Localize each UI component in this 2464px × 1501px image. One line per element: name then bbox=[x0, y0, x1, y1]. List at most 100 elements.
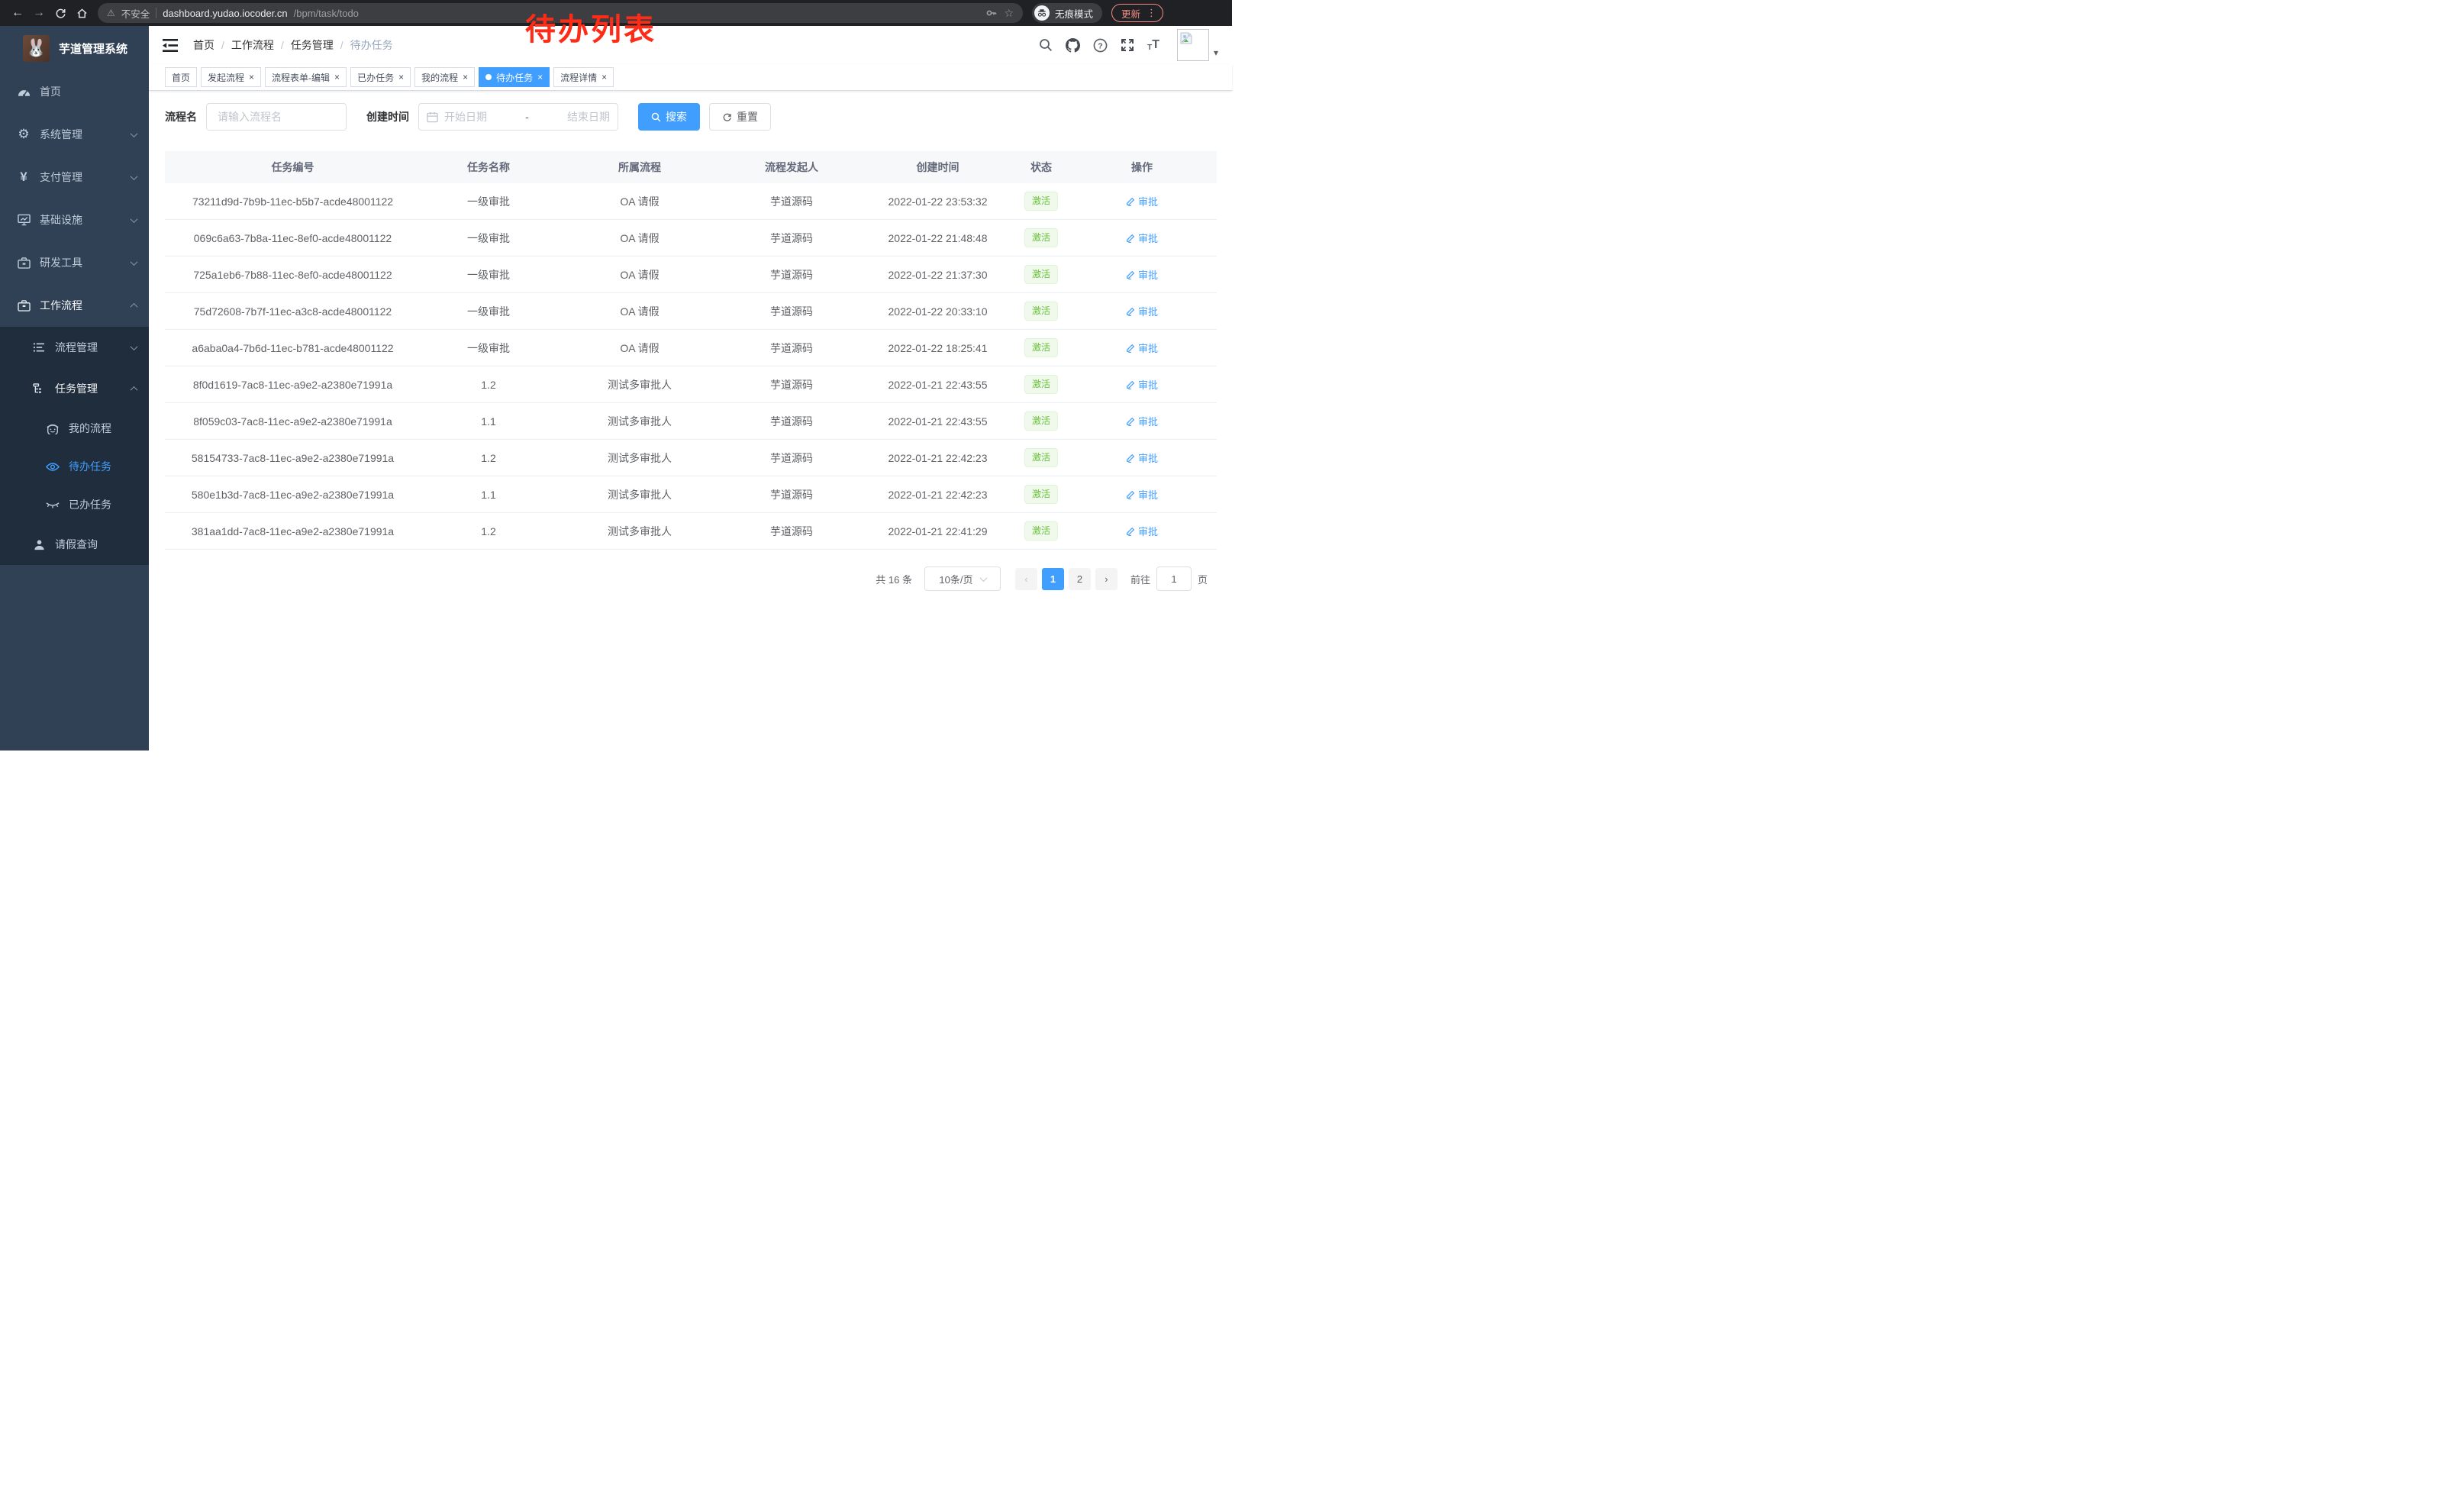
app-logo-row[interactable]: 🐰 芋道管理系统 bbox=[0, 26, 149, 70]
cell-task-id: a6aba0a4-7b6d-11ec-b781-acde48001122 bbox=[192, 341, 394, 354]
approve-button[interactable]: 审批 bbox=[1126, 304, 1158, 318]
tab-my-process[interactable]: 我的流程 × bbox=[414, 67, 476, 87]
fullscreen-icon[interactable] bbox=[1121, 38, 1134, 52]
breadcrumb-task-management[interactable]: 任务管理 bbox=[290, 39, 334, 51]
avatar-dropdown-caret-icon[interactable]: ▾ bbox=[1213, 47, 1218, 58]
sidebar-item-process-management[interactable]: 流程管理 bbox=[0, 327, 149, 368]
approve-button[interactable]: 审批 bbox=[1126, 487, 1158, 502]
sidebar-item-todo-tasks[interactable]: 待办任务 bbox=[0, 447, 149, 486]
cell-create-time: 2022-01-22 20:33:10 bbox=[888, 305, 988, 318]
sidebar-item-task-management[interactable]: 任务管理 bbox=[0, 368, 149, 409]
reset-button[interactable]: 重置 bbox=[709, 103, 771, 131]
cell-task-name: 1.1 bbox=[481, 488, 496, 501]
tab-done-tasks[interactable]: 已办任务 × bbox=[350, 67, 411, 87]
sidebar-collapse-icon[interactable] bbox=[163, 37, 179, 53]
close-icon[interactable]: × bbox=[601, 72, 608, 82]
status-badge: 激活 bbox=[1024, 521, 1058, 541]
process-name-input[interactable]: 请输入流程名 bbox=[206, 103, 347, 131]
cell-task-id: 75d72608-7b7f-11ec-a3c8-acde48001122 bbox=[193, 305, 392, 318]
sidebar: 🐰 芋道管理系统 首页 ⚙ 系统管理 ¥ 支付管理 bbox=[0, 26, 149, 750]
cell-initiator: 芋道源码 bbox=[770, 305, 813, 318]
close-icon[interactable]: × bbox=[334, 72, 340, 82]
sidebar-item-my-process[interactable]: 我的流程 bbox=[0, 409, 149, 447]
cell-process: OA 请假 bbox=[620, 305, 660, 318]
range-separator: - bbox=[525, 111, 529, 123]
sidebar-item-workflow[interactable]: 工作流程 bbox=[0, 284, 149, 327]
sidebar-item-home[interactable]: 首页 bbox=[0, 70, 149, 113]
tab-start-process[interactable]: 发起流程 × bbox=[201, 67, 262, 87]
eye-closed-icon bbox=[44, 501, 61, 509]
search-button-label: 搜索 bbox=[666, 111, 687, 123]
search-button[interactable]: 搜索 bbox=[638, 103, 700, 131]
breadcrumb-workflow[interactable]: 工作流程 bbox=[231, 39, 274, 51]
browser-menu-icon[interactable]: ⋮ bbox=[1147, 7, 1157, 18]
create-time-range-picker[interactable]: 开始日期 - 结束日期 bbox=[418, 103, 618, 131]
close-icon[interactable]: × bbox=[249, 72, 255, 82]
sidebar-item-leave-query[interactable]: 请假查询 bbox=[0, 524, 149, 565]
page-size-select[interactable]: 10条/页 bbox=[924, 567, 1001, 591]
status-badge: 激活 bbox=[1024, 192, 1058, 211]
bookmark-star-icon[interactable]: ☆ bbox=[1004, 6, 1014, 19]
tab-todo-tasks[interactable]: 待办任务 × bbox=[479, 67, 550, 87]
sidebar-item-done-tasks[interactable]: 已办任务 bbox=[0, 486, 149, 524]
tab-process-detail[interactable]: 流程详情 × bbox=[553, 67, 614, 87]
help-icon[interactable]: ? bbox=[1093, 38, 1108, 53]
close-icon[interactable]: × bbox=[463, 72, 469, 82]
page-2-button[interactable]: 2 bbox=[1068, 567, 1091, 590]
approve-button[interactable]: 审批 bbox=[1126, 341, 1158, 355]
active-tab-dot bbox=[485, 74, 492, 80]
sidebar-item-label: 待办任务 bbox=[69, 460, 111, 473]
sidebar-item-infrastructure[interactable]: 基础设施 bbox=[0, 199, 149, 241]
approve-button[interactable]: 审批 bbox=[1126, 194, 1158, 208]
pagination: 共 16 条 10条/页 ‹ 1 2 › 前往 1 页 bbox=[165, 567, 1217, 591]
approve-button[interactable]: 审批 bbox=[1126, 377, 1158, 392]
approve-button[interactable]: 审批 bbox=[1126, 267, 1158, 282]
browser-forward-icon[interactable]: → bbox=[33, 6, 45, 19]
browser-back-icon[interactable]: ← bbox=[11, 6, 24, 19]
cell-process: 测试多审批人 bbox=[608, 488, 672, 501]
cell-create-time: 2022-01-22 18:25:41 bbox=[888, 341, 988, 354]
breadcrumb-current: 待办任务 bbox=[350, 39, 393, 51]
close-icon[interactable]: × bbox=[537, 72, 543, 82]
next-page-button[interactable]: › bbox=[1095, 567, 1118, 590]
table-row: 381aa1dd-7ac8-11ec-a9e2-a2380e71991a 1.2… bbox=[165, 513, 1217, 550]
col-task-name: 任务名称 bbox=[467, 161, 510, 173]
sidebar-item-payment[interactable]: ¥ 支付管理 bbox=[0, 156, 149, 199]
sidebar-item-system[interactable]: ⚙ 系统管理 bbox=[0, 113, 149, 156]
browser-home-icon[interactable] bbox=[72, 3, 92, 23]
cell-task-name: 一级审批 bbox=[467, 195, 510, 208]
table-row: 580e1b3d-7ac8-11ec-a9e2-a2380e71991a 1.1… bbox=[165, 476, 1217, 513]
search-icon[interactable] bbox=[1039, 38, 1053, 52]
avatar[interactable] bbox=[1176, 29, 1209, 61]
browser-update-button[interactable]: 更新 ⋮ bbox=[1111, 4, 1164, 22]
status-badge: 激活 bbox=[1024, 302, 1058, 321]
github-icon[interactable] bbox=[1066, 37, 1081, 53]
breadcrumb-separator: / bbox=[340, 39, 343, 51]
prev-page-button[interactable]: ‹ bbox=[1014, 567, 1037, 590]
address-bar[interactable]: ⚠ 不安全 dashboard.yudao.iocoder.cn/bpm/tas… bbox=[98, 3, 1023, 23]
cell-create-time: 2022-01-21 22:43:55 bbox=[888, 415, 988, 428]
key-icon[interactable] bbox=[985, 7, 998, 19]
cell-process: OA 请假 bbox=[620, 341, 660, 354]
close-icon[interactable]: × bbox=[398, 72, 405, 82]
approve-button[interactable]: 审批 bbox=[1126, 524, 1158, 538]
status-badge: 激活 bbox=[1024, 265, 1058, 284]
sidebar-item-devtools[interactable]: 研发工具 bbox=[0, 241, 149, 284]
robot-icon bbox=[44, 423, 61, 434]
sidebar-item-label: 支付管理 bbox=[40, 171, 82, 183]
cell-process: 测试多审批人 bbox=[608, 451, 672, 464]
tab-label: 发起流程 bbox=[208, 72, 245, 83]
goto-page-input[interactable]: 1 bbox=[1156, 567, 1192, 591]
browser-reload-icon[interactable] bbox=[50, 3, 70, 23]
tab-process-form-edit[interactable]: 流程表单-编辑 × bbox=[265, 67, 347, 87]
tab-label: 我的流程 bbox=[421, 72, 459, 83]
approve-button[interactable]: 审批 bbox=[1126, 450, 1158, 465]
approve-button[interactable]: 审批 bbox=[1126, 414, 1158, 428]
breadcrumb-home[interactable]: 首页 bbox=[193, 39, 214, 51]
approve-button[interactable]: 审批 bbox=[1126, 231, 1158, 245]
page-1-button[interactable]: 1 bbox=[1041, 567, 1064, 590]
tab-home[interactable]: 首页 bbox=[165, 67, 198, 87]
cell-initiator: 芋道源码 bbox=[770, 268, 813, 281]
sidebar-item-label: 任务管理 bbox=[55, 383, 98, 395]
